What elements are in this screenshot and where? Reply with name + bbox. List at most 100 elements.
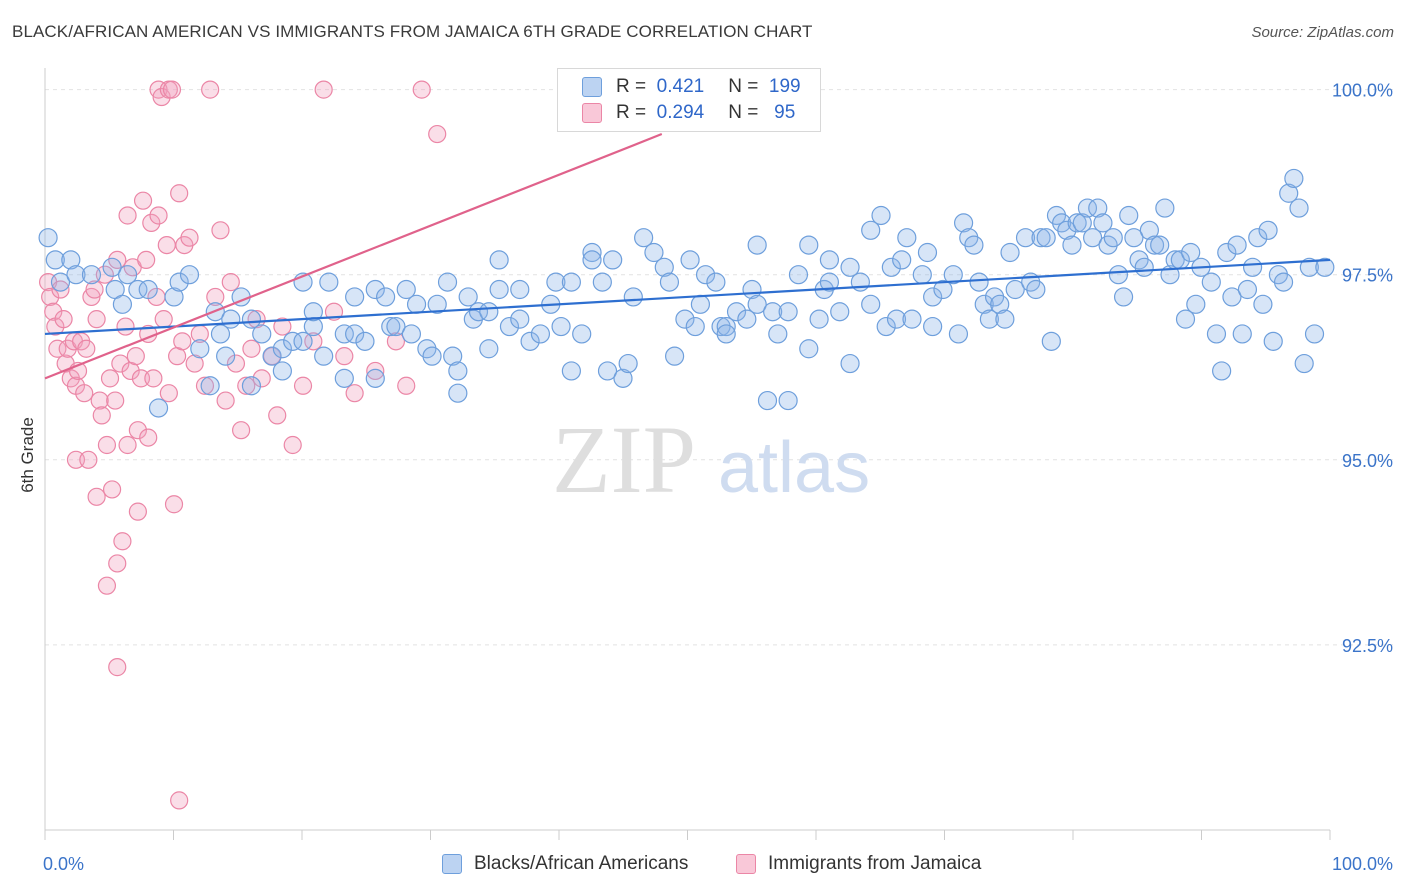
point-blacks [1015,228,1036,248]
point-blacks [1201,272,1221,292]
point-blacks [1150,235,1170,255]
point-blacks [561,272,581,292]
point-blacks [1103,228,1123,248]
point-blacks [210,324,231,344]
point-blacks [520,331,540,351]
point-blacks [148,398,169,418]
point-jamaica [97,435,117,455]
point-blacks [272,339,292,359]
point-blacks [81,265,102,285]
point-jamaica [95,265,114,284]
point-jamaica [116,317,135,336]
point-blacks [969,272,989,292]
point-blacks [468,302,489,322]
point-blacks [1026,279,1046,300]
point-blacks [897,228,917,248]
point-blacks [1299,257,1319,277]
bottom-legend-label: Immigrants from Jamaica [768,853,982,874]
point-blacks [1067,213,1087,233]
point-blacks [1057,220,1077,240]
point-blacks [597,361,618,381]
point-blacks [1124,228,1144,248]
point-blacks [809,309,829,329]
point-jamaica [66,450,86,469]
point-blacks [448,361,468,381]
point-jamaica [108,658,127,677]
point-blacks [1186,294,1206,314]
point-blacks [1217,242,1237,263]
y-tick-label: 95.0% [1342,451,1393,471]
point-jamaica [157,235,176,255]
point-blacks [757,390,778,411]
point-blacks [443,346,463,366]
point-blacks [293,331,313,351]
point-blacks [747,294,767,314]
point-jamaica [412,80,431,99]
legend-n-value: 95 [774,102,796,123]
point-blacks [386,316,406,337]
point-blacks [819,272,840,292]
point-blacks [128,279,148,300]
point-blacks [1155,198,1175,218]
point-blacks [799,235,819,255]
point-blacks [272,361,292,381]
point-jamaica [180,228,199,247]
point-blacks [314,346,334,366]
point-blacks [1227,235,1247,255]
point-blacks [1139,220,1159,240]
point-blacks [334,324,354,344]
point-blacks [892,250,912,270]
point-blacks [1005,279,1025,300]
point-jamaica [232,421,251,440]
point-blacks [695,265,716,285]
point-blacks [1000,242,1020,263]
point-blacks [948,324,969,344]
point-jamaica [77,339,96,358]
point-jamaica [237,376,256,395]
point-jamaica [102,480,122,499]
y-tick-label: 100.0% [1332,81,1393,101]
point-blacks [1242,257,1263,277]
point-jamaica [159,384,178,403]
point-blacks [437,272,458,292]
point-blacks [737,309,757,329]
point-blacks [1315,257,1335,277]
point-blacks [112,294,133,314]
legend-r-value: 0.421 [656,76,705,97]
y-tick-label: 97.5% [1342,266,1393,286]
point-blacks [376,287,396,307]
point-jamaica [126,347,145,366]
point-blacks [179,265,200,285]
point-jamaica [170,184,189,203]
point-blacks [1093,213,1113,233]
point-jamaica [149,206,168,225]
point-blacks [680,250,700,270]
point-blacks [169,272,189,292]
point-blacks [458,287,478,307]
trendline-jamaica [44,133,663,380]
point-blacks [406,294,427,314]
point-blacks [38,228,58,248]
point-jamaica [118,435,137,455]
point-blacks [1232,324,1252,344]
point-blacks [819,250,840,270]
point-jamaica [106,391,125,410]
x-tick-label: 0.0% [43,854,84,874]
point-blacks [479,339,499,359]
point-blacks [654,257,674,277]
point-jamaica [226,354,246,373]
point-blacks [582,250,602,270]
point-blacks [551,316,571,337]
point-blacks [912,265,932,285]
point-jamaica [118,206,137,225]
point-blacks [1113,287,1134,307]
point-blacks [1031,228,1051,248]
point-blacks [1108,265,1129,285]
point-blacks [634,228,654,248]
point-blacks [706,272,726,292]
point-jamaica [152,87,171,107]
legend-n-label: N = [728,102,759,123]
point-blacks [685,316,705,337]
trendline-blacks [44,258,1331,336]
